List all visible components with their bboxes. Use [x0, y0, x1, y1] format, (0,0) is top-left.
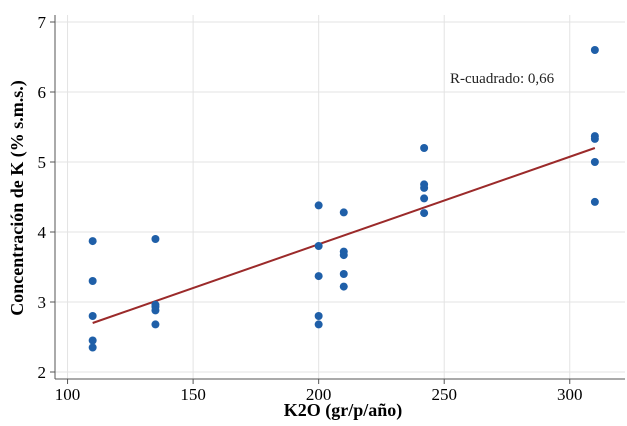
data-point [339, 270, 348, 278]
data-point [590, 158, 599, 166]
regression-line [92, 147, 596, 324]
grid [55, 15, 625, 379]
data-point [420, 144, 429, 152]
y-tick-label: 5 [38, 153, 47, 172]
x-tick-label: 200 [306, 385, 332, 404]
data-point [88, 343, 97, 352]
data-point [314, 320, 323, 329]
data-point [314, 201, 323, 210]
x-tick-label: 250 [431, 385, 457, 404]
data-point [420, 194, 429, 203]
data-point [314, 242, 323, 250]
data-point [590, 197, 599, 206]
data-point [339, 282, 348, 291]
data-point [339, 251, 348, 260]
y-axis-title: Concentración de K (% s.m.s.) [7, 80, 28, 315]
y-tick-label: 6 [38, 83, 47, 102]
data-point [314, 312, 323, 320]
x-tick-label: 300 [557, 385, 583, 404]
data-point [151, 320, 160, 329]
data-point [151, 235, 160, 243]
labels-group: K2O (gr/p/año) Concentración de K (% s.m… [7, 71, 555, 421]
r-squared-annotation: R-cuadrado: 0,66 [450, 71, 555, 87]
data-point [590, 134, 599, 143]
axes: 100 150 200 250 300 2 3 4 5 6 7 [38, 13, 625, 404]
fit-line-group [92, 147, 596, 324]
data-point [88, 277, 97, 285]
y-tick-label: 2 [38, 363, 47, 382]
x-tick-label: 150 [180, 385, 206, 404]
y-tick-label: 7 [38, 13, 47, 32]
data-point [88, 312, 97, 320]
data-point [151, 306, 160, 315]
data-point [420, 183, 429, 192]
data-point [88, 237, 97, 246]
points-group [88, 46, 599, 352]
data-point [339, 208, 348, 217]
x-tick-label: 100 [55, 385, 81, 404]
data-point [420, 209, 429, 218]
data-point [590, 46, 599, 54]
x-axis-title: K2O (gr/p/año) [284, 400, 403, 421]
y-tick-label: 4 [38, 223, 47, 242]
data-point [88, 336, 97, 345]
y-tick-label: 3 [38, 293, 47, 312]
data-point [314, 272, 323, 281]
